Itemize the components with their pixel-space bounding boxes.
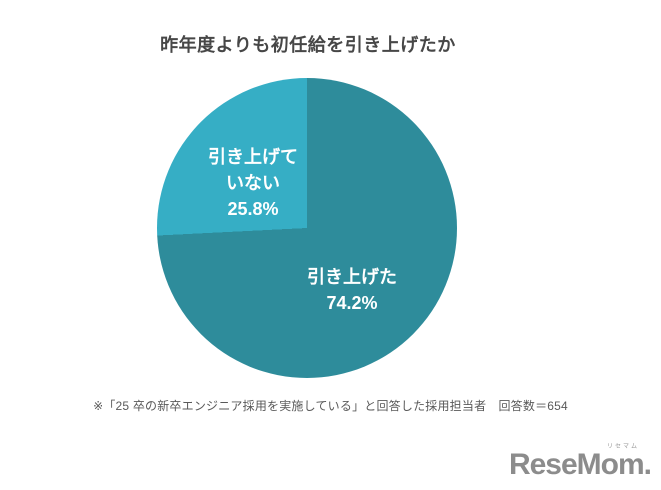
pie-chart [157, 78, 457, 378]
resemom-logo-text: ReseMom. [508, 448, 652, 481]
chart-title: 昨年度よりも初任給を引き上げたか [160, 35, 456, 55]
resemom-logo-ruby: リセマム [606, 444, 639, 450]
resemom-logo: リセマム ReseMom. [508, 444, 652, 481]
pie-label-not-raised-percent: 25.8% [227, 199, 279, 219]
pie-label-raised: 引き上げた 74.2% [307, 264, 397, 316]
pie-label-not-raised: 引き上げて いない 25.8% [208, 144, 298, 222]
pie-label-not-raised-line2: いない [226, 173, 280, 193]
pie-label-raised-line1: 引き上げた [307, 267, 397, 287]
pie-label-not-raised-line1: 引き上げて [208, 147, 298, 167]
survey-footnote: ※「25 卒の新卒エンジニア採用を実施している」と回答した採用担当者 回答数＝6… [93, 399, 568, 413]
pie-label-raised-percent: 74.2% [326, 293, 378, 313]
